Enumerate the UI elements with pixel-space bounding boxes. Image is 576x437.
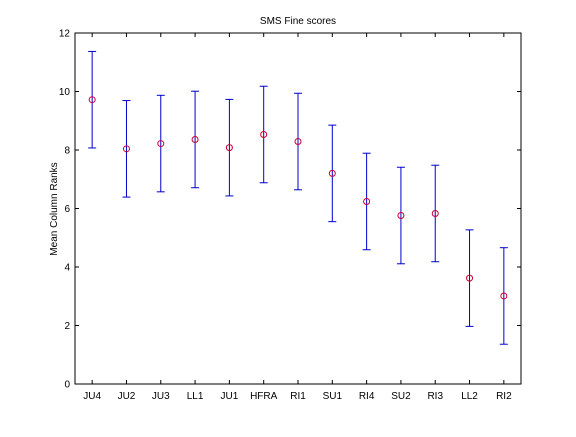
x-tick-label: JU1 bbox=[220, 391, 238, 402]
mean-point bbox=[225, 144, 233, 152]
y-tick-label: 4 bbox=[64, 263, 70, 274]
x-tick-label: LL2 bbox=[461, 391, 478, 402]
x-tick-label: SU2 bbox=[391, 391, 411, 402]
error-bar bbox=[465, 229, 474, 327]
y-axis-label: Mean Column Ranks bbox=[49, 162, 60, 255]
x-tick-label: LL1 bbox=[187, 391, 204, 402]
y-tick-label: 10 bbox=[59, 87, 71, 98]
mean-point bbox=[397, 212, 405, 220]
y-tick-label: 0 bbox=[64, 380, 70, 391]
mean-point bbox=[363, 197, 371, 205]
plot-area-frame bbox=[74, 32, 522, 385]
x-tick-label: RI3 bbox=[427, 391, 443, 402]
x-tick-label: JU3 bbox=[152, 391, 170, 402]
error-bar bbox=[225, 98, 234, 197]
y-axis: 0 2 4 6 8 10 12 bbox=[59, 29, 521, 391]
mean-point bbox=[466, 274, 474, 282]
mean-markers bbox=[88, 96, 508, 300]
error-bar bbox=[328, 124, 337, 223]
x-tick-label: RI2 bbox=[496, 391, 512, 402]
x-axis: JU4 JU2 JU3 LL1 JU1 HFRA RI1 SU1 RI4 SU2 RI3 LL2 RI2 bbox=[83, 33, 512, 402]
chart-title: SMS Fine scores bbox=[260, 16, 336, 27]
y-tick-label: 8 bbox=[64, 146, 70, 157]
error-bar bbox=[156, 94, 165, 193]
x-tick-label: JU4 bbox=[83, 391, 101, 402]
mean-point bbox=[191, 135, 199, 143]
x-tick-label: SU1 bbox=[323, 391, 343, 402]
x-tick-label: RI4 bbox=[359, 391, 375, 402]
x-tick-label: RI1 bbox=[290, 391, 306, 402]
error-bar bbox=[259, 85, 268, 184]
mean-point bbox=[328, 169, 336, 177]
mean-point bbox=[88, 96, 96, 104]
y-tick-label: 6 bbox=[64, 204, 70, 215]
mean-point bbox=[122, 145, 130, 153]
mean-point bbox=[294, 138, 302, 146]
error-bar bbox=[396, 166, 405, 265]
error-bar bbox=[431, 164, 440, 263]
y-tick-label: 12 bbox=[59, 29, 71, 40]
x-tick-label: JU2 bbox=[118, 391, 136, 402]
error-bar bbox=[191, 90, 200, 189]
error-bar bbox=[122, 100, 131, 198]
error-bar bbox=[499, 247, 508, 345]
mean-point bbox=[431, 209, 439, 217]
error-bar bbox=[88, 50, 97, 149]
y-tick-label: 2 bbox=[64, 321, 70, 332]
error-bars bbox=[88, 50, 508, 345]
mean-point bbox=[157, 140, 165, 148]
mean-point bbox=[500, 292, 508, 300]
error-bar bbox=[362, 152, 371, 251]
error-bar bbox=[294, 92, 302, 191]
mean-point bbox=[260, 130, 268, 138]
x-tick-label: HFRA bbox=[250, 391, 278, 402]
